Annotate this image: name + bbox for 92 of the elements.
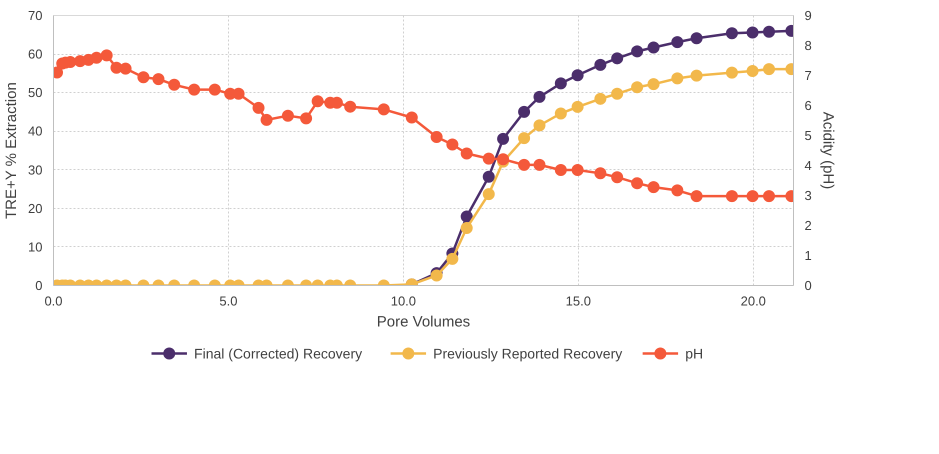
y2-tick-label: 2: [804, 218, 812, 233]
y2-axis-title: Acidity (pH): [820, 112, 837, 190]
point: [232, 88, 245, 100]
point: [631, 177, 644, 190]
point: [482, 152, 495, 165]
point: [690, 70, 703, 82]
point: [446, 138, 458, 150]
y2-tick-label: 3: [804, 188, 812, 203]
point: [726, 66, 738, 79]
point: [648, 78, 660, 90]
x-tick-label: 0.0: [44, 294, 63, 308]
point: [554, 107, 567, 120]
point: [482, 170, 495, 183]
legend-label: Final (Corrected) Recovery: [194, 346, 362, 362]
point: [594, 92, 606, 105]
point: [152, 73, 164, 86]
point: [631, 81, 644, 94]
x-tick-label: 20.0: [740, 294, 766, 308]
point: [611, 171, 624, 184]
point: [572, 69, 584, 82]
point: [533, 119, 546, 132]
y2-tick-label: 0: [804, 278, 812, 293]
x-axis-title: Pore Volumes: [376, 314, 470, 330]
y2-tick-label: 5: [804, 128, 812, 143]
point: [100, 49, 113, 62]
legend-label: Previously Reported Recovery: [433, 346, 622, 362]
point: [137, 71, 150, 84]
point: [671, 72, 684, 84]
point: [497, 132, 510, 145]
point: [611, 52, 624, 64]
y2-tick-label: 6: [804, 98, 812, 113]
y-tick-label: 30: [28, 162, 43, 178]
point: [378, 103, 390, 116]
x-tick-label: 15.0: [566, 294, 591, 308]
point: [497, 153, 510, 166]
point: [120, 62, 132, 75]
legend-label: pH: [685, 346, 704, 362]
point: [430, 131, 443, 143]
y-tick-label: 10: [28, 239, 43, 254]
point: [460, 148, 473, 160]
point: [746, 190, 759, 202]
point: [90, 52, 103, 64]
y-tick-label: 0: [35, 278, 43, 293]
y-tick-label: 20: [28, 200, 43, 216]
point: [344, 100, 356, 113]
point: [594, 167, 606, 180]
y2-tick-label: 1: [804, 248, 812, 263]
point: [572, 164, 584, 176]
point: [690, 190, 703, 202]
y-tick-label: 40: [28, 124, 43, 139]
y2-tick-label: 8: [804, 38, 812, 53]
y-tick-label: 70: [28, 8, 43, 23]
y-tick-label: 50: [28, 85, 43, 100]
point: [208, 84, 221, 96]
point: [671, 184, 684, 196]
point: [648, 42, 660, 54]
x-tick-label: 5.0: [219, 294, 238, 308]
point: [260, 114, 273, 126]
point: [763, 26, 776, 38]
point: [631, 45, 644, 58]
point: [188, 84, 200, 96]
y2-tick-label: 9: [804, 8, 812, 23]
point: [726, 190, 738, 202]
point: [168, 78, 180, 91]
point: [746, 65, 759, 78]
point: [252, 102, 265, 114]
point: [518, 132, 530, 144]
point: [648, 181, 660, 194]
point: [611, 88, 624, 100]
point: [726, 27, 738, 40]
point: [533, 158, 546, 171]
point: [554, 77, 567, 90]
point: [300, 112, 312, 124]
point: [746, 26, 759, 38]
point: [518, 106, 530, 118]
y-tick-label: 60: [28, 46, 43, 62]
point: [671, 36, 684, 48]
x-tick-label: 10.0: [390, 294, 416, 308]
point: [554, 164, 567, 176]
point: [594, 58, 606, 71]
y2-tick-label: 7: [804, 68, 812, 83]
point: [572, 100, 584, 113]
y2-tick-label: 4: [804, 158, 812, 173]
point: [533, 90, 546, 103]
y-axis-title: TRE+Y % Extraction: [3, 82, 20, 220]
point: [282, 110, 294, 122]
point: [690, 32, 703, 44]
point: [406, 112, 418, 124]
point: [763, 63, 776, 76]
point: [763, 190, 776, 202]
point: [312, 95, 324, 108]
point: [518, 158, 530, 171]
